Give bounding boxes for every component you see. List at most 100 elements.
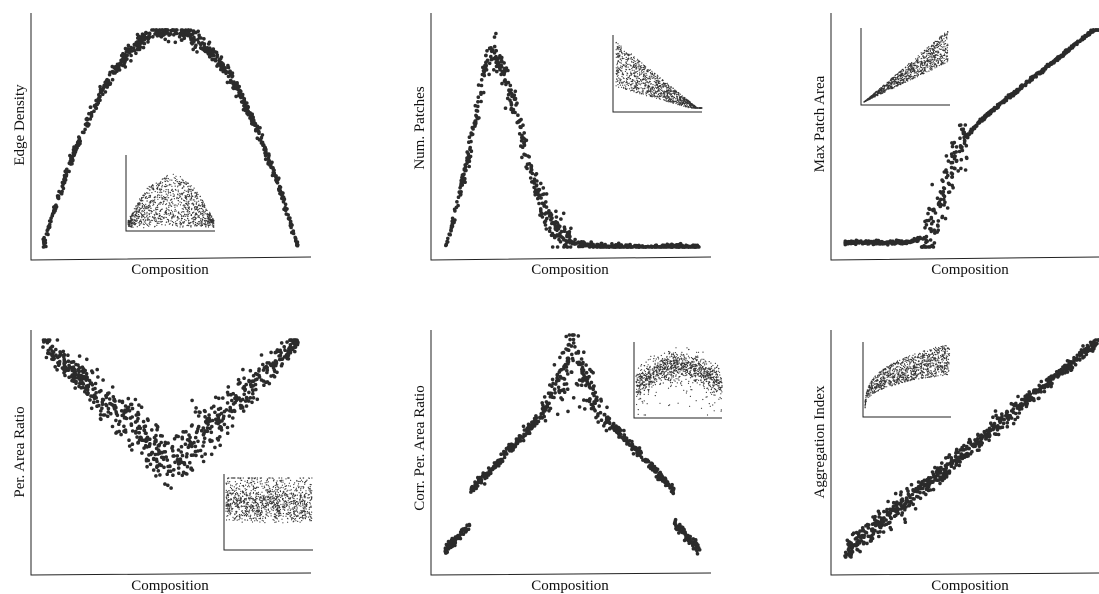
data-point <box>618 81 621 83</box>
data-point <box>640 71 643 73</box>
data-point <box>188 211 191 213</box>
data-point <box>175 175 177 177</box>
data-point <box>194 219 196 221</box>
data-point <box>188 193 190 195</box>
data-point <box>644 85 646 87</box>
data-point <box>639 93 641 95</box>
data-point <box>197 197 199 199</box>
data-point <box>147 219 150 221</box>
data-point <box>477 116 481 120</box>
data-point <box>200 212 202 214</box>
data-point <box>637 65 639 67</box>
data-point <box>45 228 49 233</box>
data-point <box>673 244 677 249</box>
data-point <box>677 103 680 105</box>
data-point <box>164 186 166 188</box>
data-point <box>1016 88 1021 92</box>
data-point <box>476 95 481 99</box>
data-point <box>144 208 146 210</box>
data-point <box>541 192 545 197</box>
data-point <box>449 229 453 233</box>
data-point <box>636 63 638 65</box>
data-point <box>953 166 957 171</box>
data-point <box>181 208 183 210</box>
data-point <box>617 56 619 59</box>
data-point <box>185 197 187 199</box>
data-point <box>184 200 186 202</box>
data-point <box>652 95 654 97</box>
data-point <box>555 233 559 237</box>
data-point <box>82 130 86 135</box>
data-point <box>950 154 954 159</box>
data-point <box>1046 63 1050 68</box>
data-point <box>950 175 954 179</box>
data-point <box>651 86 653 88</box>
data-point <box>928 227 932 231</box>
data-point <box>163 197 166 199</box>
data-point <box>627 76 629 78</box>
data-point <box>500 69 505 74</box>
data-point <box>112 65 117 69</box>
data-point <box>136 216 138 218</box>
data-point <box>635 77 638 79</box>
data-point <box>479 78 484 82</box>
data-point <box>166 196 168 198</box>
data-point <box>199 46 203 51</box>
data-point <box>154 195 156 198</box>
data-point <box>165 193 167 195</box>
data-point <box>686 101 688 103</box>
data-point <box>147 207 149 209</box>
data-point <box>180 222 182 224</box>
data-point <box>129 53 133 58</box>
data-point <box>647 69 649 71</box>
data-point <box>193 203 195 205</box>
data-point <box>916 74 918 76</box>
data-point <box>143 209 146 211</box>
data-point <box>664 99 666 101</box>
data-point <box>632 64 635 66</box>
data-point <box>655 83 658 85</box>
data-point <box>194 196 196 198</box>
data-point <box>619 51 621 53</box>
data-point <box>544 227 549 231</box>
data-point <box>260 140 265 145</box>
data-point <box>190 188 192 190</box>
data-point <box>628 82 630 84</box>
data-point <box>156 204 159 207</box>
data-point <box>924 223 929 227</box>
data-point <box>290 230 295 235</box>
data-point <box>638 91 641 93</box>
data-point <box>644 75 647 77</box>
data-point <box>198 217 200 219</box>
data-point <box>628 57 630 59</box>
data-point <box>141 45 146 50</box>
data-point <box>140 212 142 214</box>
data-point <box>183 221 185 223</box>
data-point <box>492 44 497 49</box>
data-point <box>672 102 675 104</box>
data-point <box>651 76 653 78</box>
data-point <box>646 90 648 92</box>
data-point <box>624 54 626 56</box>
data-point <box>188 225 190 227</box>
data-point <box>166 198 168 200</box>
data-point <box>157 198 159 200</box>
data-point <box>634 72 636 74</box>
data-point <box>188 35 193 40</box>
data-point <box>154 201 156 203</box>
data-point <box>145 222 147 224</box>
data-point <box>161 197 163 199</box>
data-point <box>167 190 169 192</box>
data-point <box>189 186 192 188</box>
data-point <box>655 84 657 86</box>
data-point <box>165 183 167 186</box>
data-point <box>135 32 140 37</box>
data-point <box>145 207 147 209</box>
data-point <box>640 87 642 89</box>
data-point <box>212 57 217 62</box>
data-point <box>943 216 948 221</box>
data-point <box>665 83 667 85</box>
data-point <box>940 178 944 182</box>
data-point <box>234 84 238 88</box>
data-point <box>181 193 183 195</box>
